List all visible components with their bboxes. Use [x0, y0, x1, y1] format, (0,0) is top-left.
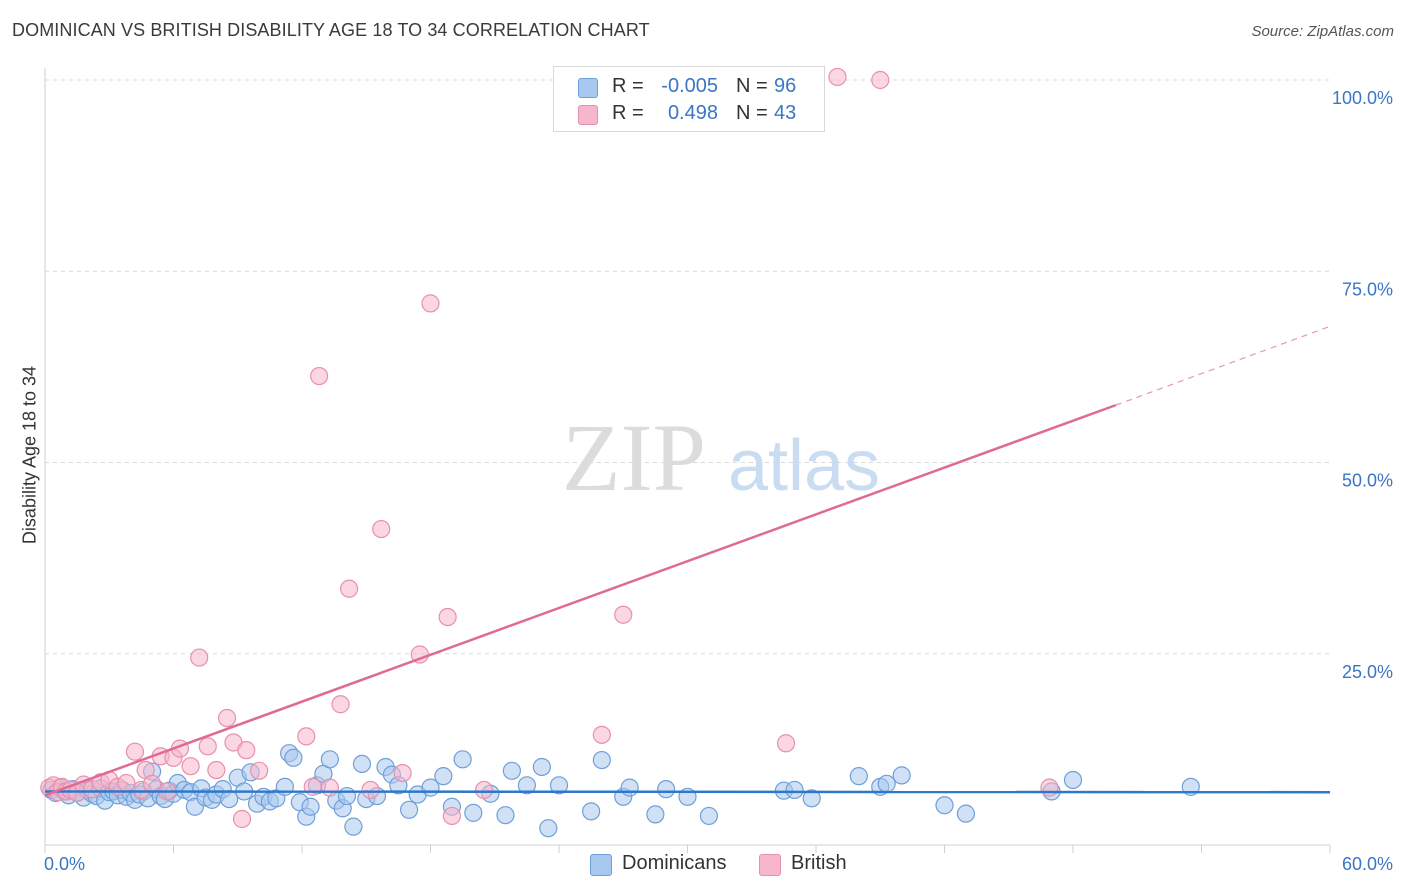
x-tick-label: 60.0%	[1342, 854, 1393, 874]
british-point	[310, 366, 329, 386]
british-point	[372, 519, 391, 539]
dominicans-point	[284, 748, 303, 767]
british-point	[217, 708, 237, 728]
dominicans-trend-line	[44, 790, 1331, 794]
y-tick-label: 100.0%	[1332, 88, 1393, 108]
british-point	[232, 809, 252, 829]
british-point	[776, 734, 796, 753]
dominicans-point	[956, 804, 976, 823]
british-point	[198, 737, 217, 756]
watermark: ZIP atlas	[562, 404, 880, 511]
dominicans-point	[434, 767, 453, 786]
y-tick-label: 25.0%	[1342, 662, 1393, 682]
grid-lines	[45, 79, 1330, 655]
british-point	[614, 605, 633, 624]
dominicans-point	[1063, 770, 1083, 790]
british-point	[393, 763, 412, 783]
british-point	[421, 294, 440, 313]
british-point	[250, 761, 269, 780]
legend-n-value: 96	[774, 75, 797, 97]
dominicans-point	[344, 817, 363, 836]
british-point	[125, 742, 145, 761]
british-point	[1040, 778, 1059, 797]
dominicans-point	[785, 780, 804, 800]
watermark-zip: ZIP	[562, 404, 706, 511]
legend-n-label: N =	[736, 102, 768, 124]
y-axis-label: Disability Age 18 to 34	[19, 365, 40, 545]
legend-n-value: 43	[774, 102, 797, 124]
british-point	[181, 757, 200, 776]
british-point	[190, 648, 209, 667]
british-point	[237, 741, 256, 760]
dominicans-point	[646, 805, 665, 824]
dominicans-swatch	[578, 78, 598, 98]
british-point	[828, 67, 847, 87]
dominicans-point	[399, 800, 419, 819]
british-trend-line	[44, 403, 1117, 797]
british-point	[361, 780, 380, 800]
dominicans-point	[352, 754, 372, 774]
british-swatch	[578, 105, 598, 125]
legend-n-label: N =	[736, 75, 768, 97]
british-trend-extension	[1115, 325, 1331, 406]
chart-title: DOMINICAN VS BRITISH DISABILITY AGE 18 T…	[12, 20, 650, 40]
dominicans-point	[337, 786, 357, 806]
trend-lines	[44, 325, 1331, 797]
y-tick-label: 75.0%	[1342, 279, 1393, 299]
dominicans-legend-label: Dominicans	[622, 852, 727, 874]
dominicans-point	[802, 789, 821, 808]
y-tick-labels: 25.0% 50.0% 75.0% 100.0%	[1332, 88, 1393, 682]
watermark-atlas: atlas	[728, 426, 880, 506]
british-point	[320, 778, 339, 797]
dominicans-point	[532, 757, 551, 777]
british-point	[207, 760, 226, 780]
source-note: Source: ZipAtlas.com	[1251, 23, 1394, 40]
british-point	[438, 607, 457, 627]
british-legend-label: British	[791, 852, 847, 874]
british-point	[297, 727, 316, 746]
dominicans-point	[582, 802, 601, 821]
dominicans-point	[320, 750, 339, 769]
legend-r-value: 0.498	[667, 102, 718, 124]
dominicans-point	[539, 819, 558, 838]
dominicans-point	[699, 806, 719, 826]
dominicans-point	[620, 778, 639, 797]
dominicans-point	[656, 780, 676, 799]
british-legend-swatch	[759, 854, 781, 876]
legend-r-label: R =	[612, 102, 644, 124]
british-point	[871, 70, 890, 90]
dominicans-point	[453, 750, 472, 769]
british-points	[40, 67, 1059, 829]
dominicans-point	[464, 803, 483, 822]
british-point	[474, 780, 494, 800]
british-point	[442, 806, 462, 826]
dominicans-point	[517, 776, 536, 795]
british-point	[331, 695, 350, 714]
dominicans-point	[849, 767, 868, 786]
y-tick-label: 50.0%	[1342, 471, 1393, 491]
dominicans-point	[935, 796, 954, 815]
dominicans-point	[496, 806, 515, 825]
british-point	[142, 774, 162, 793]
dominicans-legend-swatch	[590, 854, 612, 876]
x-tick-labels: 0.0% 60.0%	[44, 854, 1393, 874]
legend-r-value: -0.005	[661, 75, 718, 97]
dominicans-point	[502, 761, 521, 780]
legend-r-label: R =	[612, 75, 644, 97]
dominicans-point	[301, 797, 320, 816]
british-point	[340, 579, 359, 598]
british-point	[592, 725, 611, 744]
x-tick-label: 0.0%	[44, 854, 85, 874]
dominicans-point	[220, 789, 239, 809]
correlation-legend: R = -0.005 N = 96 R = 0.498 N = 43	[553, 66, 825, 132]
dominicans-point	[892, 766, 911, 785]
axes	[44, 68, 1331, 853]
dominicans-point	[549, 776, 569, 795]
dominicans-point	[592, 750, 611, 770]
dominicans-point	[877, 774, 896, 793]
